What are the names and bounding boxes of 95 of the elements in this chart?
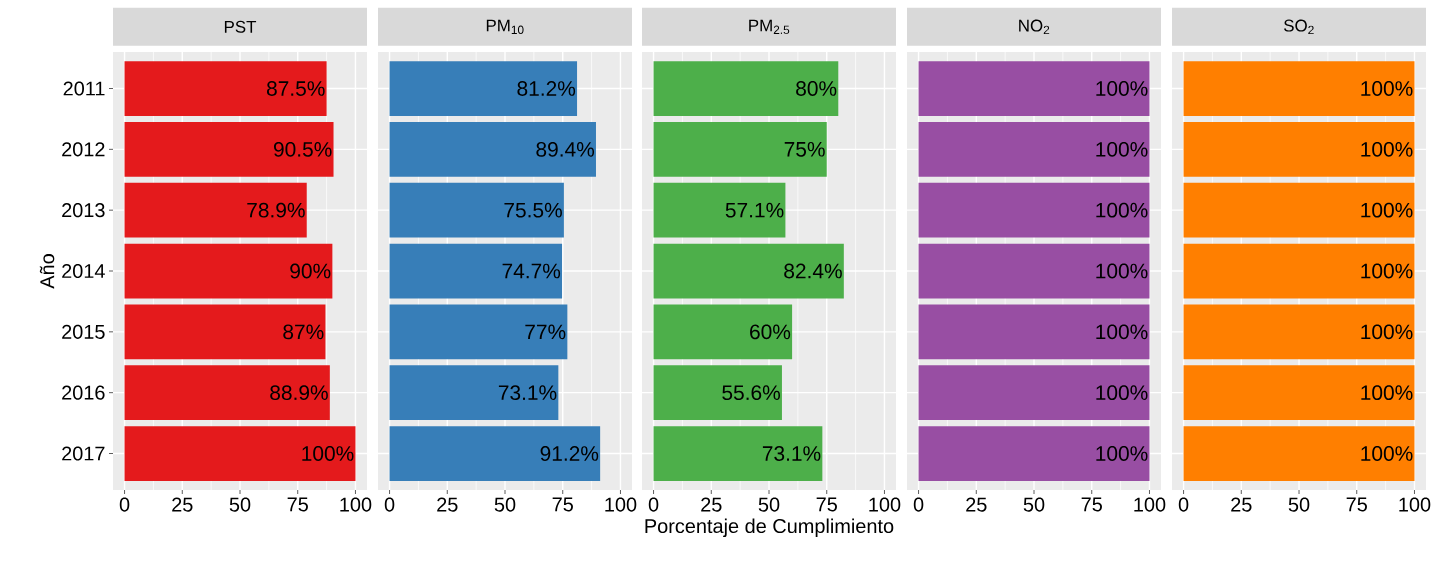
data-label: 55.6% (722, 385, 780, 401)
x-tick-label: 0 (648, 497, 659, 512)
x-tick-label: 25 (966, 497, 987, 512)
data-label: 100% (302, 446, 354, 461)
x-tick-label: 100 (1134, 497, 1166, 512)
data-label: 73.1% (498, 385, 557, 401)
x-tick-label: 25 (701, 497, 722, 512)
data-label: 78.9% (247, 202, 305, 218)
bar (653, 365, 782, 421)
bar (389, 426, 601, 481)
chart-title: SO$_{2}$ (1284, 19, 1314, 35)
data-label: 60% (750, 324, 791, 340)
data-label: 100% (1361, 81, 1413, 96)
data-label: 100% (1096, 81, 1148, 96)
data-label: 100% (1361, 446, 1413, 461)
x-tick-label: 100 (605, 497, 637, 512)
x-tick-label: 50 (494, 497, 516, 512)
x-tick-label: 50 (229, 497, 251, 512)
bar (124, 61, 327, 116)
data-label: 73.1% (762, 446, 821, 461)
data-label: 100% (1096, 141, 1148, 157)
bar (389, 121, 596, 177)
bar (653, 121, 827, 177)
data-label: 100% (1096, 324, 1148, 340)
x-tick-label: 50 (1288, 497, 1310, 512)
x-tick-label: 25 (172, 497, 193, 512)
y-tick-label: 2015 (62, 324, 105, 339)
data-label: 100% (1096, 263, 1148, 279)
x-tick-label: 100 (340, 497, 372, 512)
data-label: 100% (1096, 385, 1148, 401)
x-tick-label: 100 (1399, 497, 1431, 512)
chart-title: PST (224, 20, 257, 33)
data-label: 82.4% (784, 263, 842, 279)
x-tick-label: 0 (119, 497, 130, 512)
data-label: 100% (1361, 202, 1413, 218)
data-label: 87.5% (266, 81, 325, 96)
data-label: 74.7% (502, 263, 561, 279)
x-tick-label: 75 (552, 497, 573, 512)
data-label: 80% (796, 81, 837, 96)
x-tick-label: 0 (913, 497, 924, 512)
data-label: 100% (1361, 324, 1413, 340)
y-tick-label: 2016 (62, 385, 105, 400)
data-label: 75.5% (504, 202, 562, 218)
bar (653, 426, 823, 481)
y-axis-title: Año (39, 254, 55, 289)
data-label: 100% (1096, 202, 1148, 218)
x-tick-label: 50 (758, 497, 780, 512)
data-label: 89.4% (536, 141, 595, 157)
data-label: 100% (1361, 263, 1413, 279)
data-label: 100% (1096, 446, 1148, 461)
y-tick-label: 2014 (62, 263, 105, 279)
chart-title: PM$_{10}$ (486, 19, 524, 34)
bar (389, 304, 568, 360)
x-tick-label: 0 (1178, 497, 1189, 512)
data-label: 57.1% (725, 202, 784, 218)
data-label: 90.5% (273, 141, 332, 157)
chart-title: NO$_{2}$ (1019, 19, 1050, 35)
bar (124, 426, 356, 481)
bar (124, 121, 334, 177)
bar (124, 182, 307, 238)
x-tick-label: 100 (869, 497, 901, 512)
data-label: 77% (525, 324, 566, 340)
data-label: 88.9% (270, 385, 328, 401)
x-tick-label: 25 (1231, 497, 1252, 512)
bar (124, 304, 326, 360)
x-tick-label: 50 (1023, 497, 1045, 512)
chart-title: PM$_{2.5}$ (749, 19, 790, 34)
y-tick-label: 2011 (63, 81, 105, 96)
bar (653, 243, 844, 299)
x-tick-label: 0 (384, 497, 395, 512)
bar (389, 243, 563, 299)
bar (653, 182, 786, 238)
x-axis-title: Porcentaje de Cumplimiento (645, 518, 894, 538)
x-tick-label: 25 (437, 497, 458, 512)
x-tick-label: 75 (1346, 497, 1367, 512)
data-label: 81.2% (517, 81, 576, 96)
bar (389, 61, 578, 116)
data-label: 91.2% (540, 446, 599, 461)
x-tick-label: 75 (287, 497, 308, 512)
x-tick-label: 75 (1081, 497, 1102, 512)
x-tick-label: 75 (816, 497, 837, 512)
bar (124, 243, 333, 299)
bar (124, 365, 330, 421)
data-label: 75% (784, 141, 825, 157)
bar (653, 304, 793, 360)
bar (653, 61, 839, 116)
y-tick-label: 2012 (62, 142, 105, 157)
y-tick-label: 2013 (62, 203, 105, 218)
bar (389, 182, 564, 238)
data-label: 87% (283, 324, 324, 340)
data-label: 100% (1361, 141, 1413, 157)
data-label: 90% (290, 263, 331, 279)
y-tick-label: 2017 (62, 446, 105, 461)
data-label: 100% (1361, 385, 1413, 401)
bar (389, 365, 559, 421)
